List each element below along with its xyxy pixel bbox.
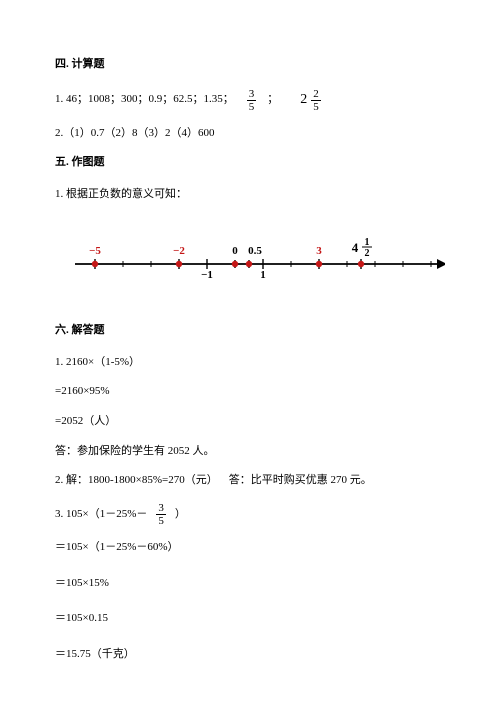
svg-text:1: 1 — [260, 269, 266, 281]
svg-text:0: 0 — [232, 245, 238, 257]
text: =2160×95% — [55, 383, 110, 401]
text: ＝105×15% — [55, 577, 109, 589]
s5-l1-text: 1. 根据正负数的意义可知： — [55, 186, 187, 204]
p3-frac: 3 5 — [156, 502, 166, 527]
section4-title: 四. 计算题 — [55, 56, 445, 74]
p1-l4: 答：参加保险的学生有 2052 人。 — [55, 443, 445, 461]
p3-prefix: 3. 105×（1－25%－ — [55, 506, 147, 524]
svg-text:−2: −2 — [173, 245, 185, 257]
frac-den: 5 — [247, 101, 257, 113]
text: ＝15.75（千克） — [55, 648, 135, 660]
p3-suffix: ） — [175, 506, 186, 524]
p1-l3: =2052（人） — [55, 413, 445, 431]
p3-l4: ＝105×0.15 — [55, 610, 445, 628]
p3-l5: ＝15.75（千克） — [55, 646, 445, 664]
svg-text:−5: −5 — [89, 245, 101, 257]
s4-l1-mid: ； — [267, 91, 278, 109]
frac-num: 3 — [156, 502, 166, 515]
p1-l2: =2160×95% — [55, 383, 445, 401]
svg-text:0.5: 0.5 — [248, 245, 262, 257]
text: ＝105×（1－25%－60%） — [55, 541, 179, 553]
frac-den: 5 — [156, 515, 166, 527]
p1-l1: 1. 2160×（1-5%） — [55, 354, 445, 372]
text: =2052（人） — [55, 413, 116, 431]
frac-num: 3 — [247, 88, 257, 101]
section5-title: 五. 作图题 — [55, 154, 445, 172]
text: 1. 2160×（1-5%） — [55, 354, 140, 372]
svg-text:2: 2 — [365, 248, 370, 259]
svg-text:3: 3 — [316, 245, 322, 257]
s5-line1: 1. 根据正负数的意义可知： — [55, 186, 445, 204]
section6-title: 六. 解答题 — [55, 322, 445, 340]
text: ＝105×0.15 — [55, 612, 108, 624]
p3-l3: ＝105×15% — [55, 575, 445, 593]
s4-line2: 2.（1）0.7（2）8（3）2（4）600 — [55, 125, 445, 143]
s4-frac1: 3 5 — [247, 88, 257, 113]
svg-text:1: 1 — [365, 237, 370, 248]
s4-mixed: 2 2 5 — [300, 88, 324, 113]
p2: 2. 解：1800-1800×85%=270（元） 答：比平时购买优惠 270 … — [55, 472, 445, 490]
text: 2. 解：1800-1800×85%=270（元） 答：比平时购买优惠 270 … — [55, 472, 372, 490]
p3-l2: ＝105×（1－25%－60%） — [55, 539, 445, 557]
svg-text:4: 4 — [352, 240, 359, 255]
s4-line1: 1. 46；1008；300；0.9；62.5；1.35； 3 5 ； 2 2 … — [55, 88, 445, 113]
p3-l1: 3. 105×（1－25%－ 3 5 ） — [55, 502, 445, 527]
text: 答：参加保险的学生有 2052 人。 — [55, 443, 215, 461]
svg-text:−1: −1 — [201, 269, 213, 281]
mixed-whole: 2 — [300, 89, 307, 111]
s4-l2-text: 2.（1）0.7（2）8（3）2（4）600 — [55, 125, 215, 143]
numberline-diagram: −5−2−100.513412 — [55, 222, 445, 301]
mixed-den: 5 — [311, 101, 321, 113]
mixed-num: 2 — [311, 88, 321, 101]
s4-l1-prefix: 1. 46；1008；300；0.9；62.5；1.35； — [55, 91, 234, 109]
